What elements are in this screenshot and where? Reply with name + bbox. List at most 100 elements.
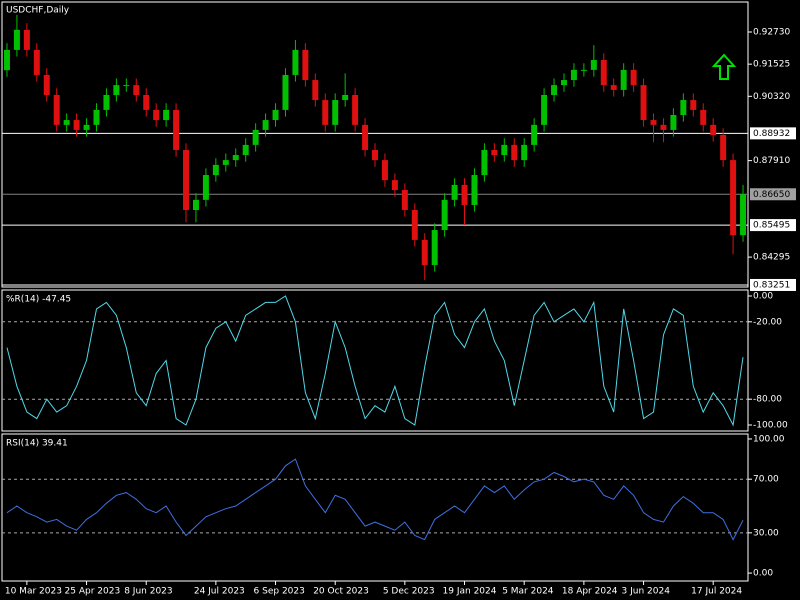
candle-body: [501, 144, 508, 156]
x-tick-label: 18 Apr 2024: [562, 587, 618, 597]
y-tick-label: 0.87910: [753, 156, 790, 166]
candle-body: [173, 109, 180, 150]
y-tick-label: -20.00: [753, 317, 782, 327]
y-tick-label: 70.00: [753, 475, 779, 485]
candle-body: [451, 184, 458, 200]
candle-body: [541, 94, 548, 125]
candle-body: [232, 155, 239, 161]
candle-body: [43, 74, 50, 95]
candle-body: [372, 149, 378, 161]
level-label: 0.88932: [753, 129, 790, 139]
candle-body: [600, 60, 607, 86]
candle-body: [133, 85, 140, 95]
candle-body: [670, 114, 677, 130]
candle-body: [332, 100, 339, 125]
chart-title: USDCHF,Daily: [6, 6, 70, 16]
rsi-panel: [1, 433, 749, 582]
candle-body: [202, 175, 209, 200]
candle-body: [620, 69, 627, 90]
candle-body: [93, 109, 100, 125]
x-tick-label: 3 Jun 2024: [622, 587, 671, 597]
candle-body: [720, 135, 727, 161]
candle-body: [252, 129, 259, 145]
x-tick-label: 24 Jul 2023: [194, 587, 245, 597]
candle-body: [362, 124, 369, 150]
candle-body: [461, 184, 468, 205]
indicator-line: [6, 295, 744, 427]
candle-body: [580, 69, 587, 71]
candle-body: [163, 109, 170, 121]
current-price-label: 0.86650: [753, 190, 790, 200]
candle-body: [391, 180, 398, 190]
x-tick-label: 6 Sep 2023: [254, 587, 305, 597]
candle-body: [73, 120, 80, 130]
candle-body: [401, 189, 408, 211]
level-label: 0.83251: [753, 280, 790, 290]
x-tick-label: 5 Dec 2023: [383, 587, 435, 597]
candle-body: [491, 149, 498, 156]
y-tick-label: 0.84295: [753, 253, 790, 263]
y-tick-label: 0.91525: [753, 60, 790, 70]
level-label-box: [750, 127, 796, 140]
y-tick-label: 100.00: [753, 434, 785, 444]
candle-body: [282, 74, 289, 110]
candle-body: [322, 100, 329, 125]
level-label-box: [750, 219, 796, 232]
candle-body: [53, 94, 60, 125]
candle-body: [431, 230, 438, 265]
candle-body: [192, 199, 199, 211]
candle-body: [421, 239, 428, 265]
indicator-title: RSI(14) 39.41: [6, 439, 68, 449]
candle-body: [292, 49, 299, 75]
current-price-box: [750, 188, 796, 201]
candle-body: [212, 164, 219, 176]
candle-body: [123, 85, 130, 87]
buy-arrow: [711, 53, 737, 80]
x-tick-label: 17 Jul 2024: [691, 587, 742, 597]
candle-body: [33, 49, 40, 75]
candle-body: [531, 124, 538, 145]
candle-body: [511, 144, 518, 161]
candle-body: [222, 160, 229, 165]
y-tick-label: 0.00: [753, 569, 773, 579]
level-label: 0.85495: [753, 221, 790, 231]
candle-body: [630, 69, 637, 86]
candle-body: [521, 144, 528, 161]
candle-body: [352, 94, 359, 125]
y-tick-label: 0.00: [753, 291, 773, 301]
candle-body: [63, 120, 70, 125]
candle-body: [13, 29, 20, 50]
candle-body: [411, 210, 418, 240]
y-tick-label: 0.92730: [753, 27, 790, 37]
candle-body: [561, 80, 567, 86]
candle-body: [551, 85, 558, 95]
level-label-box: [750, 278, 796, 291]
x-tick-label: 20 Oct 2023: [313, 587, 369, 597]
candle-body: [570, 69, 577, 81]
x-tick-label: 10 Mar 2023: [5, 587, 62, 597]
candle-body: [302, 49, 309, 81]
candle-body: [183, 149, 189, 211]
candle-body: [272, 109, 279, 121]
candle-body: [103, 94, 110, 110]
candle-body: [730, 160, 737, 236]
candle-body: [660, 124, 667, 130]
candle-body: [242, 144, 249, 156]
x-tick-label: 5 Mar 2024: [502, 587, 554, 597]
candle-body: [590, 60, 597, 70]
candle-body: [690, 100, 697, 110]
y-tick-label: -80.00: [753, 395, 782, 405]
y-tick-label: -100.00: [753, 421, 788, 431]
candle-body: [312, 80, 319, 101]
x-tick-label: 8 Jun 2023: [124, 587, 172, 597]
candle-body: [342, 94, 349, 101]
candle-body: [481, 149, 488, 176]
indicator-title: %R(14) -47.45: [6, 295, 71, 305]
candle-body: [83, 124, 90, 130]
wpr-panel: [1, 289, 749, 432]
candle-body: [710, 124, 717, 136]
candle-body: [113, 85, 120, 95]
